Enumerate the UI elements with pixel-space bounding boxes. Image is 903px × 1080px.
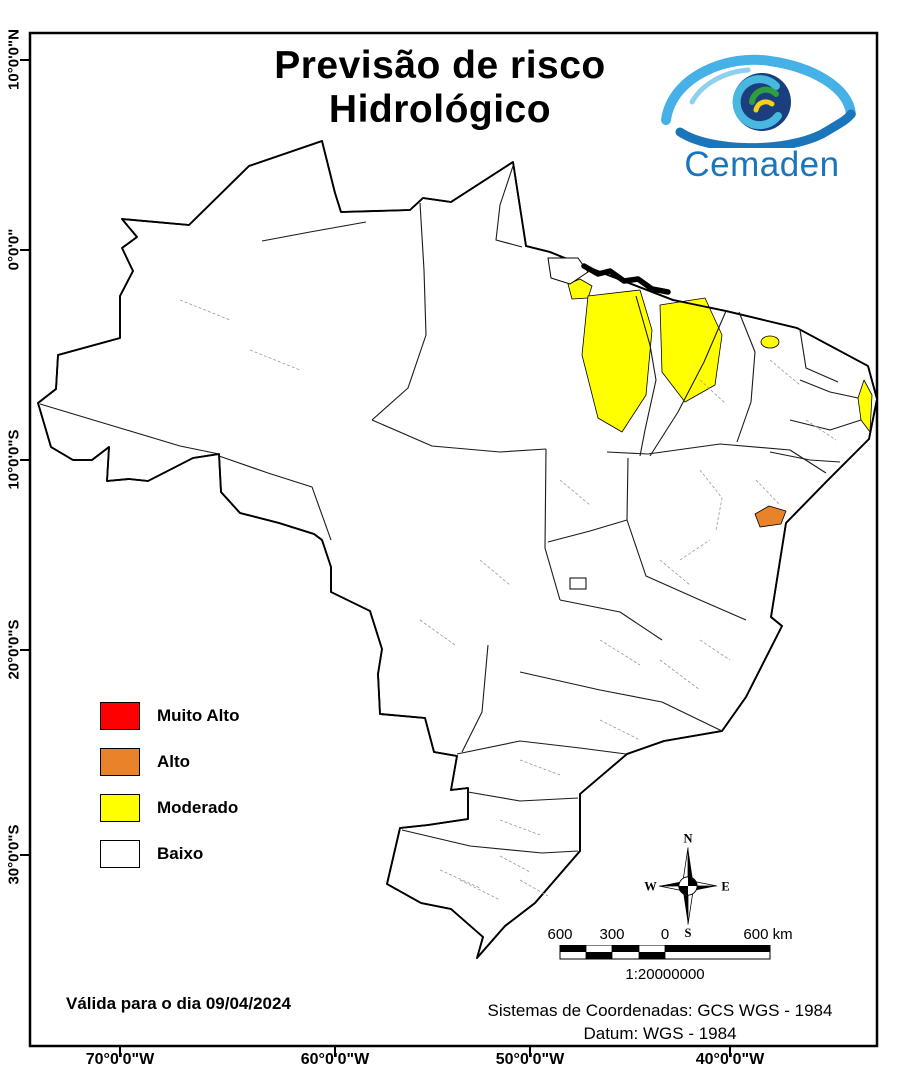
map-title-line2: Hidrológico xyxy=(328,87,552,131)
scale-bar-graphic xyxy=(559,945,771,960)
marajo-island xyxy=(547,257,589,285)
legend-swatch-muito-alto xyxy=(100,702,140,730)
risk-regions xyxy=(567,278,873,528)
scale-label-0: 0 xyxy=(660,926,670,943)
compass-south-label: S xyxy=(685,926,692,940)
datum-line: Datum: WGS - 1984 xyxy=(583,1023,737,1043)
north-coast-highlight xyxy=(581,263,671,295)
legend-swatch-alto xyxy=(100,748,140,776)
legend-item-baixo: Baixo xyxy=(100,840,239,868)
risk-legend: Muito Alto Alto Moderado Baixo xyxy=(100,702,239,886)
lat-label-20s: 20°0'0"S xyxy=(5,619,23,680)
legend-label-moderado: Moderado xyxy=(157,798,239,817)
coordinate-system-line: Sistemas de Coordenadas: GCS WGS - 1984 xyxy=(487,1001,833,1020)
compass-rose-icon: N E S W xyxy=(644,832,729,940)
compass-east-label: E xyxy=(721,879,729,893)
lon-label-70w: 70°0'0"W xyxy=(85,1051,155,1068)
legend-swatch-moderado xyxy=(100,794,140,822)
lon-label-60w: 60°0'0"W xyxy=(300,1051,370,1068)
validity-note: Válida para o dia 09/04/2024 xyxy=(66,994,291,1013)
compass-north-label: N xyxy=(683,832,692,846)
scale-label-600-left: 600 xyxy=(547,926,573,943)
cemaden-logo-text: Cemaden xyxy=(684,145,840,184)
legend-label-muito-alto: Muito Alto xyxy=(157,706,240,725)
legend-item-muito-alto: Muito Alto xyxy=(100,702,239,730)
map-title: Previsão de risco Hidrológico xyxy=(170,44,710,131)
legend-item-moderado: Moderado xyxy=(100,794,239,822)
scale-bar: 600 300 0 600 km 1:20000000 xyxy=(547,926,793,983)
distrito-federal-boundary xyxy=(569,577,587,590)
lat-label-30s: 30°0'0"S xyxy=(5,824,23,885)
scale-label-300: 300 xyxy=(599,926,625,943)
lat-label-0: 0°0'0" xyxy=(5,228,23,271)
map-title-line1: Previsão de risco xyxy=(274,44,606,87)
lon-label-50w: 50°0'0"W xyxy=(495,1051,565,1068)
coordinate-system-note: Sistemas de Coordenadas: GCS WGS - 1984 … xyxy=(430,1000,890,1046)
legend-item-alto: Alto xyxy=(100,748,239,776)
risk-region-moderado-4 xyxy=(760,335,780,349)
cemaden-eye-icon xyxy=(661,54,856,153)
compass-rose: N E S W xyxy=(638,830,738,942)
latitude-ticks xyxy=(20,59,31,856)
legend-swatch-baixo xyxy=(100,840,140,868)
risk-region-moderado-1 xyxy=(567,278,593,300)
risk-region-alto-1 xyxy=(754,505,787,528)
legend-label-alto: Alto xyxy=(157,752,191,771)
state-boundaries xyxy=(39,165,862,854)
municipal-boundaries xyxy=(179,299,837,901)
risk-region-moderado-3 xyxy=(659,297,723,403)
lon-label-40w: 40°0'0"W xyxy=(695,1051,765,1068)
lat-label-10s: 10°0'0"S xyxy=(5,429,23,490)
scale-ratio: 1:20000000 xyxy=(625,966,705,983)
legend-label-baixo: Baixo xyxy=(157,844,204,863)
lat-label-10n: 10°0'0"N xyxy=(5,29,23,90)
scale-label-600-km: 600 km xyxy=(743,926,793,943)
risk-region-moderado-2 xyxy=(581,289,653,433)
risk-region-moderado-5 xyxy=(857,379,873,433)
compass-west-label: W xyxy=(644,879,657,893)
longitude-ticks xyxy=(119,1045,731,1057)
cemaden-logo: Cemaden xyxy=(650,42,874,182)
